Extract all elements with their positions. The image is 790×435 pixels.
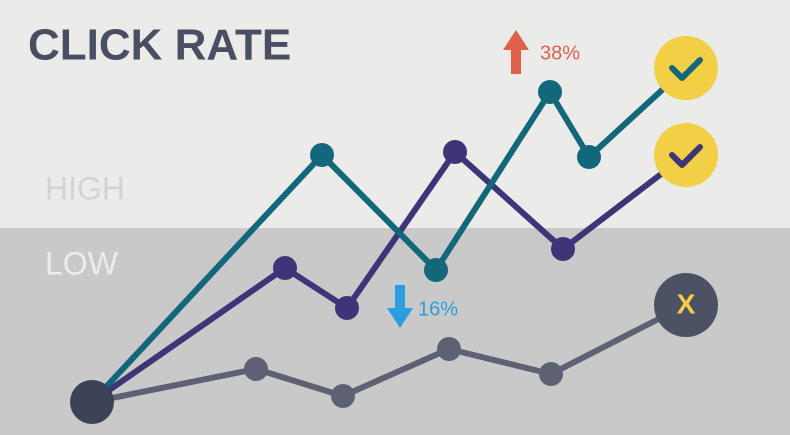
check-badge (654, 123, 718, 187)
down-annotation: 16% (418, 298, 458, 320)
low-label: LOW (45, 245, 119, 281)
check-icon (669, 57, 703, 81)
up-arrow (503, 30, 529, 74)
up-annotation: 38% (540, 42, 580, 64)
check-badge (654, 36, 718, 100)
purple-dots (273, 140, 575, 320)
fail-icon: X (677, 288, 696, 319)
teal-dots (310, 80, 601, 282)
start-dot (70, 380, 114, 424)
low-zone (0, 228, 790, 435)
purple-line (89, 149, 689, 405)
down-arrow (387, 285, 413, 328)
high-label: HIGH (45, 170, 125, 206)
check-icon (669, 144, 703, 168)
title: CLICK RATE (28, 21, 291, 70)
fail-badge (654, 273, 718, 337)
gray-line (89, 302, 689, 405)
teal-line (89, 65, 689, 405)
high-zone (0, 0, 790, 228)
gray-dots (244, 337, 563, 408)
